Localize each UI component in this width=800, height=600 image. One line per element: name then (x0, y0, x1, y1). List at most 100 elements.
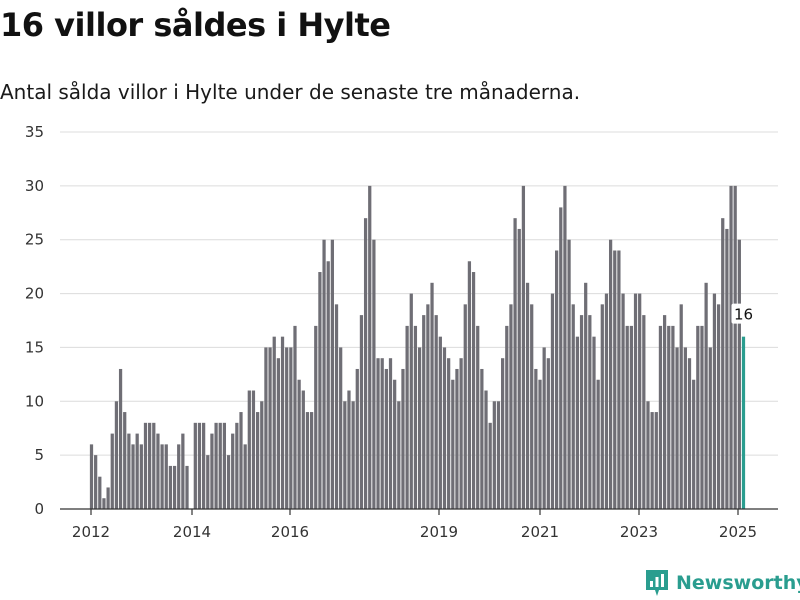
bar (185, 465, 189, 509)
bar (114, 401, 119, 509)
bar (546, 358, 550, 509)
bar (679, 304, 683, 509)
bar (131, 444, 135, 509)
bar (696, 325, 700, 509)
bar (368, 185, 372, 510)
bar (613, 250, 617, 510)
bar (625, 325, 629, 509)
bar (268, 347, 272, 509)
x-tick-label: 2012 (72, 523, 110, 541)
bar (488, 422, 492, 509)
bar (658, 325, 663, 509)
data-label-background (731, 303, 756, 324)
bar (413, 325, 418, 509)
x-tick-label: 2023 (620, 523, 658, 541)
bar (579, 315, 584, 509)
bar (260, 401, 264, 509)
bar (102, 498, 106, 509)
x-axis-tick-labels: 2012 2014 2016 2019 2021 2023 2025 (72, 523, 757, 541)
bar (567, 239, 571, 509)
bar (525, 282, 530, 509)
bar (422, 315, 426, 509)
bar (650, 412, 654, 509)
bar (575, 336, 580, 509)
x-tick-label: 2019 (420, 523, 458, 541)
bar (372, 239, 376, 509)
bar (347, 390, 351, 509)
bar (667, 325, 671, 509)
bar (629, 325, 633, 509)
bar (555, 250, 559, 510)
bar (94, 455, 98, 509)
bar (563, 185, 567, 510)
bar (239, 412, 243, 509)
x-tick-label: 2025 (719, 523, 757, 541)
bar (110, 433, 114, 509)
y-tick-label: 5 (34, 446, 44, 464)
bar (305, 412, 310, 509)
bar (89, 444, 94, 509)
bar (181, 433, 185, 509)
bar (451, 379, 455, 509)
y-tick-label: 30 (25, 177, 44, 195)
x-tick-label: 2016 (271, 523, 309, 541)
bar (139, 444, 143, 509)
bar (376, 358, 380, 509)
bar (442, 347, 447, 509)
bar (517, 228, 521, 509)
bar (326, 261, 330, 509)
bar (704, 282, 708, 509)
bar (206, 455, 210, 509)
bar (687, 358, 692, 509)
bar (152, 422, 156, 509)
bar (447, 358, 451, 509)
bar (210, 433, 214, 509)
bar (235, 422, 239, 509)
bar (127, 433, 131, 509)
bar (160, 444, 164, 509)
bar (463, 304, 467, 509)
bar (492, 401, 496, 509)
bar (584, 282, 588, 509)
bar (721, 218, 725, 510)
last-value-label: 16 (734, 306, 753, 324)
bar (534, 368, 538, 509)
bar (388, 358, 393, 509)
bar (530, 304, 534, 509)
bar (588, 315, 592, 509)
bar (318, 272, 322, 509)
bar (671, 325, 675, 509)
bar (334, 304, 339, 509)
bar (359, 315, 364, 509)
bar (355, 368, 359, 509)
bar (301, 390, 305, 509)
bar (716, 304, 721, 509)
bar (409, 293, 413, 509)
brand-logo: Newsworthy (644, 568, 800, 598)
bar (343, 401, 347, 509)
bar (401, 368, 405, 509)
bar (708, 347, 712, 509)
bar (202, 422, 206, 509)
bar (285, 347, 289, 509)
y-tick-label: 35 (25, 123, 44, 141)
y-tick-label: 25 (25, 231, 44, 249)
bar (712, 293, 717, 509)
x-tick-label: 2021 (521, 523, 559, 541)
bar (339, 347, 343, 509)
brand-name: Newsworthy (676, 572, 800, 594)
bar (123, 412, 127, 509)
bar (600, 304, 604, 509)
bar (264, 347, 268, 509)
bar (596, 379, 600, 509)
bar (621, 293, 625, 509)
bar (654, 412, 658, 509)
bar (683, 347, 687, 509)
bar (737, 239, 741, 509)
bar (168, 465, 173, 509)
bar (509, 304, 513, 509)
bar (476, 325, 480, 509)
bar (322, 239, 326, 509)
bar (397, 401, 401, 509)
bar (363, 218, 368, 510)
